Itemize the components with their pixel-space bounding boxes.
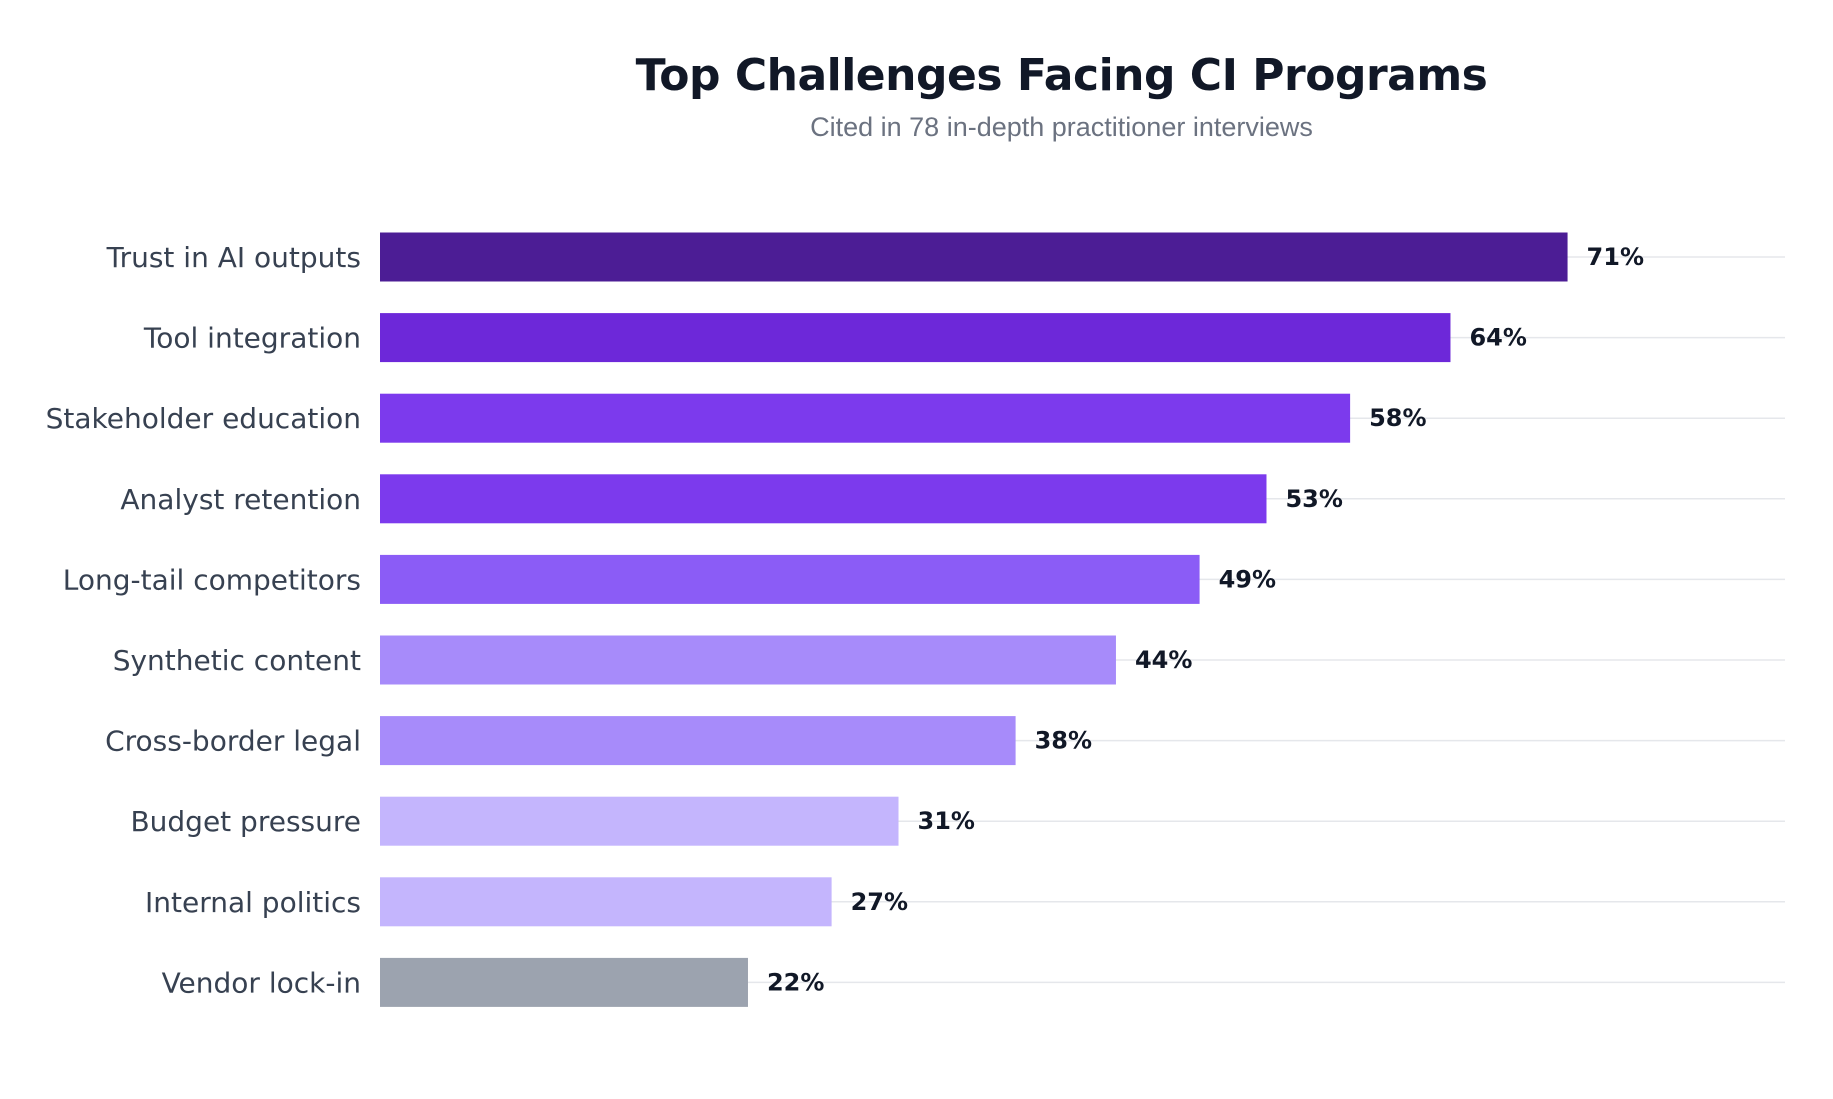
category-label: Vendor lock-in — [162, 966, 361, 999]
chart-title: Top Challenges Facing CI Programs — [635, 50, 1488, 101]
category-label: Long-tail competitors — [63, 563, 361, 596]
value-label: 27% — [851, 888, 908, 916]
bar — [380, 232, 1568, 282]
chart-subtitle: Cited in 78 in-depth practitioner interv… — [810, 112, 1313, 142]
category-label: Stakeholder education — [46, 402, 361, 435]
category-label: Internal politics — [145, 886, 361, 919]
value-label: 64% — [1469, 324, 1526, 352]
bar — [380, 716, 1016, 766]
category-label: Tool integration — [143, 322, 361, 355]
bar — [380, 877, 832, 927]
value-label: 71% — [1587, 243, 1644, 271]
value-label: 58% — [1369, 404, 1426, 432]
category-label: Budget pressure — [130, 805, 361, 838]
bar — [380, 554, 1200, 604]
category-label: Cross-border legal — [105, 725, 361, 758]
category-label: Analyst retention — [120, 483, 361, 516]
category-label: Synthetic content — [113, 644, 361, 677]
value-label: 49% — [1219, 565, 1276, 593]
value-label: 22% — [767, 968, 824, 996]
bar — [380, 957, 748, 1007]
bar — [380, 393, 1351, 443]
bar — [380, 796, 899, 846]
bar — [380, 313, 1451, 363]
bar — [380, 474, 1267, 524]
value-label: 44% — [1135, 646, 1192, 674]
value-label: 31% — [918, 807, 975, 835]
category-label: Trust in AI outputs — [106, 241, 361, 274]
bar — [380, 635, 1116, 685]
value-label: 53% — [1285, 485, 1342, 513]
value-label: 38% — [1035, 727, 1092, 755]
